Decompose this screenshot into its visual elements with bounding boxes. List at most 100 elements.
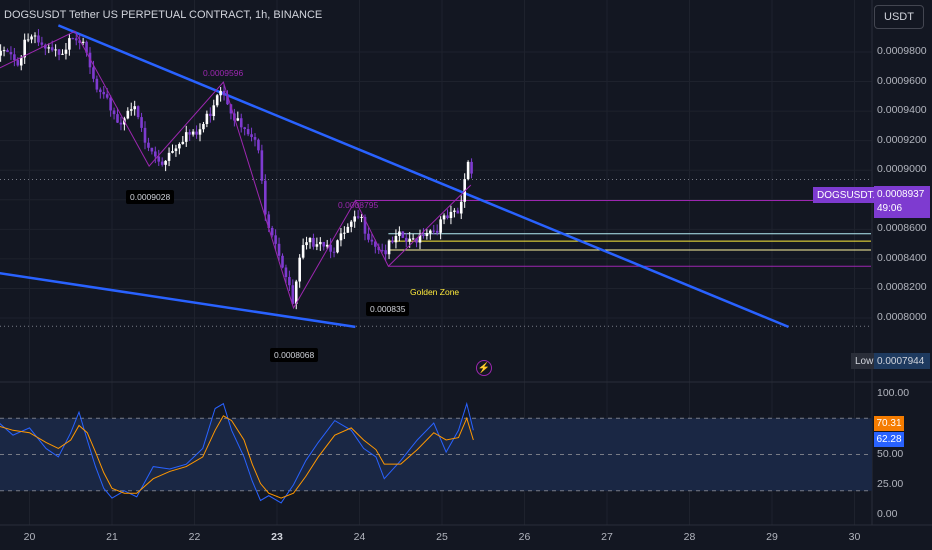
time-tick-label: 25 <box>436 531 448 543</box>
candle-body <box>157 156 161 162</box>
rsi-tick-label: 100.00 <box>877 387 910 399</box>
rsi-tick-label: 25.00 <box>877 477 904 490</box>
candle-body <box>274 235 277 244</box>
candle-body <box>195 131 198 135</box>
time-tick-label: 20 <box>23 531 36 543</box>
candle-body <box>325 244 329 247</box>
candle-body <box>154 151 157 157</box>
price-tick-label: 0.0009400 <box>877 104 927 117</box>
candle-body <box>191 131 195 135</box>
candle-body <box>294 281 298 304</box>
candle-body <box>288 276 291 286</box>
candle-body <box>404 237 408 242</box>
candle-body <box>360 216 363 218</box>
candle-body <box>250 134 253 138</box>
candle-body <box>171 151 174 153</box>
candle-body <box>99 89 102 93</box>
candle-body <box>85 41 88 53</box>
candle-body <box>116 114 119 123</box>
candle-body <box>184 132 188 142</box>
candle-body <box>312 237 315 247</box>
candle-body <box>212 105 216 117</box>
low-price: 0.0007944 <box>874 353 930 369</box>
candle-body <box>305 242 308 246</box>
lightning-icon[interactable]: ⚡ <box>476 360 492 376</box>
rsi-ma-value-tag: 62.28 <box>874 432 904 447</box>
candle-body <box>88 52 92 68</box>
candle-body <box>229 104 233 114</box>
candle-body <box>198 129 202 135</box>
time-tick-label: 30 <box>848 531 861 543</box>
golden-zone-label: Golden Zone <box>410 287 460 297</box>
candle-body <box>222 90 226 96</box>
candle-body <box>150 147 154 152</box>
peak-annotation: 0.0009596 <box>203 68 244 78</box>
candle-body <box>456 210 460 214</box>
candle-body <box>281 255 284 268</box>
currency-selector[interactable]: USDT <box>874 5 924 29</box>
trough2-annotation: 0.0008068 <box>270 348 319 362</box>
candle-body <box>57 49 61 55</box>
candle-body <box>394 235 398 243</box>
candle-body <box>343 232 346 234</box>
candle-body <box>164 160 167 165</box>
rsi-tick-label: 50.00 <box>877 447 904 460</box>
candle-body <box>13 54 16 61</box>
candle-body <box>277 243 281 256</box>
candle-body <box>202 124 205 130</box>
candle-body <box>336 240 339 253</box>
candle-body <box>291 285 295 304</box>
candle-body <box>136 106 140 118</box>
candle-body <box>105 94 109 98</box>
candle-body <box>239 118 243 128</box>
chart-title: DOGSUSDT Tether US PERPETUAL CONTRACT, 1… <box>4 9 323 21</box>
candle-body <box>415 238 418 243</box>
candle-body <box>422 234 425 237</box>
rsi-ma-line <box>0 415 474 499</box>
candle-body <box>71 38 75 40</box>
candle-body <box>178 144 181 149</box>
candle-body <box>308 237 312 243</box>
candle-body <box>215 95 219 106</box>
candle-body <box>356 216 360 218</box>
candle-body <box>209 113 212 117</box>
candle-body <box>319 241 322 245</box>
price-tick-label: 0.0009800 <box>877 45 927 57</box>
candle-body <box>236 118 240 121</box>
candle-body <box>315 244 319 247</box>
candle-body <box>432 230 436 232</box>
time-tick-label: 27 <box>601 531 613 543</box>
candle-body <box>459 201 463 214</box>
candle-body <box>92 67 95 79</box>
candle-body <box>322 241 326 247</box>
trendline <box>0 271 356 329</box>
candle-body <box>47 47 51 49</box>
candle-body <box>243 127 246 130</box>
candle-body <box>78 40 81 43</box>
candle-body <box>384 250 387 255</box>
candle-body <box>253 137 257 140</box>
last-price-label: 0.0008937 49:06 <box>874 186 930 218</box>
candle-body <box>339 233 343 241</box>
price-tick-label: 0.0008200 <box>877 281 927 294</box>
candle-body <box>112 110 116 115</box>
price-tick-label: 0.0009600 <box>877 74 927 87</box>
candle-body <box>174 148 178 152</box>
candle-body <box>143 127 147 143</box>
candle-body <box>332 251 336 253</box>
candle-body <box>453 210 456 212</box>
candle-body <box>95 78 99 90</box>
candle-body <box>246 129 250 135</box>
candle-body <box>119 122 123 125</box>
candle-body <box>353 216 356 222</box>
rsi-line <box>0 401 474 504</box>
symbol-label: DOGSUSDT.P <box>813 187 887 203</box>
candle-body <box>398 231 401 236</box>
candle-body <box>16 60 20 66</box>
time-tick-label: 21 <box>106 531 118 543</box>
candle-body <box>387 240 391 255</box>
candle-body <box>466 161 470 180</box>
candle-body <box>370 239 374 242</box>
candle-body <box>226 95 229 105</box>
